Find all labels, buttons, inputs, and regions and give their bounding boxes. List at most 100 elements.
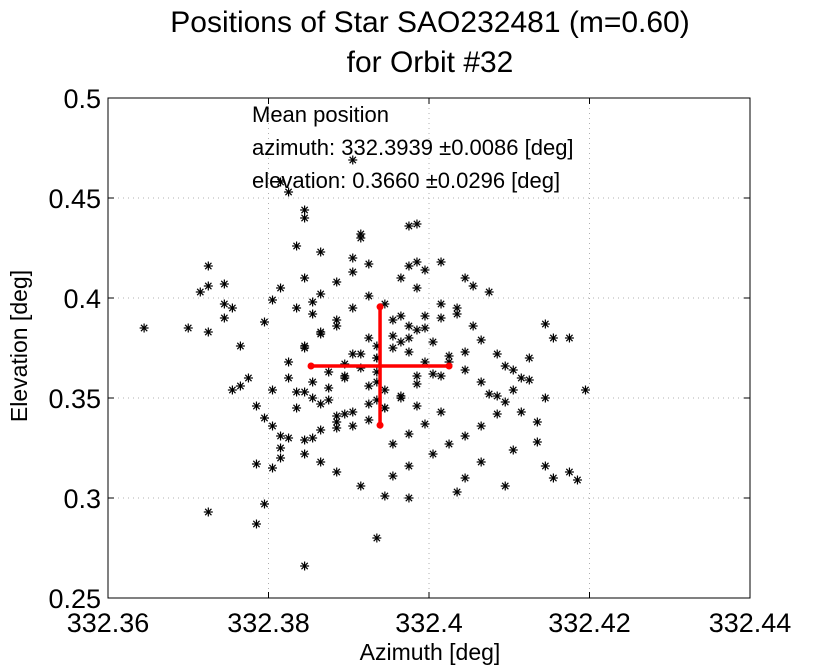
data-point (380, 403, 390, 413)
data-point (292, 241, 302, 251)
y-tick-label: 0.4 (63, 284, 101, 314)
data-point (356, 233, 366, 243)
error-bar-end (445, 362, 453, 370)
data-point (492, 391, 502, 401)
data-point (452, 309, 462, 319)
data-point (332, 321, 342, 331)
mean-error-cross (307, 303, 453, 429)
data-point (316, 425, 326, 435)
data-point (492, 409, 502, 419)
y-tick-label: 0.45 (48, 184, 101, 214)
data-point (324, 395, 334, 405)
data-point (300, 343, 310, 353)
data-point (460, 365, 470, 375)
data-point (139, 323, 149, 333)
data-point (276, 443, 286, 453)
data-point (388, 439, 398, 449)
x-tick-label: 332.44 (709, 608, 792, 638)
data-point (308, 297, 318, 307)
data-point (300, 273, 310, 283)
data-point (251, 459, 261, 469)
data-point (324, 367, 334, 377)
data-point (284, 373, 294, 383)
data-point (183, 323, 193, 333)
x-axis-label: Azimuth [deg] (360, 639, 501, 665)
data-point (508, 445, 518, 455)
data-point (580, 385, 590, 395)
data-point (268, 385, 278, 395)
error-bar-end (376, 303, 384, 311)
data-point (564, 467, 574, 477)
data-point (388, 343, 398, 353)
data-point (348, 349, 358, 359)
data-point (316, 289, 326, 299)
data-point (251, 519, 261, 529)
data-point (452, 303, 462, 313)
data-point (420, 357, 430, 367)
data-point (348, 407, 358, 417)
data-point (348, 421, 358, 431)
data-point (404, 429, 414, 439)
data-point (203, 507, 213, 517)
data-point (444, 439, 454, 449)
data-point (276, 453, 286, 463)
chart-title-line-2: for Orbit #32 (347, 46, 514, 79)
data-point (412, 401, 422, 411)
data-point (356, 481, 366, 491)
data-point (308, 309, 318, 319)
data-point (548, 333, 558, 343)
data-point (380, 491, 390, 501)
data-point (300, 561, 310, 571)
x-tick-label: 332.38 (227, 608, 310, 638)
data-point (324, 383, 334, 393)
data-point (468, 281, 478, 291)
x-tick-label: 332.4 (395, 608, 463, 638)
data-point (460, 473, 470, 483)
data-point (420, 419, 430, 429)
data-point (412, 371, 422, 381)
data-point (316, 399, 326, 409)
data-point (404, 221, 414, 231)
data-point (300, 213, 310, 223)
error-bar-end (307, 362, 315, 370)
axis-ticks (107, 97, 751, 599)
data-point (452, 487, 462, 497)
data-point (412, 219, 422, 229)
y-tick-label: 0.5 (63, 84, 101, 114)
data-point (251, 401, 261, 411)
data-point (508, 385, 518, 395)
data-point (420, 311, 430, 321)
x-tick-label: 332.42 (548, 608, 631, 638)
data-point (348, 253, 358, 263)
data-point (364, 381, 374, 391)
y-tick-label: 0.25 (48, 584, 101, 614)
y-axis-label: Elevation [deg] (6, 270, 32, 422)
data-point (404, 493, 414, 503)
data-point (300, 387, 310, 397)
data-point (268, 463, 278, 473)
data-point (243, 373, 253, 383)
data-point (412, 325, 422, 335)
data-point (235, 341, 245, 351)
data-point (436, 313, 446, 323)
y-tick-label: 0.3 (63, 484, 101, 514)
data-point (476, 335, 486, 345)
data-point (420, 265, 430, 275)
data-point (412, 283, 422, 293)
data-point (532, 437, 542, 447)
data-point (548, 473, 558, 483)
data-point (436, 299, 446, 309)
data-point (364, 291, 374, 301)
data-point (308, 433, 318, 443)
data-point (340, 409, 350, 419)
data-point (404, 347, 414, 357)
data-point (460, 347, 470, 357)
data-point (316, 329, 326, 339)
data-point (436, 407, 446, 417)
data-point (396, 273, 406, 283)
data-point (332, 467, 342, 477)
grid-lines (108, 98, 750, 598)
data-point (348, 267, 358, 277)
data-point (348, 303, 358, 313)
